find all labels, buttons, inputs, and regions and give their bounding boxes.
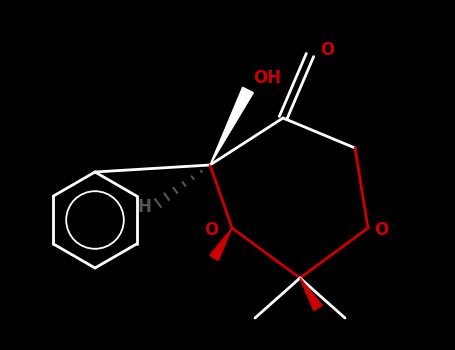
Text: O: O — [204, 221, 218, 239]
Polygon shape — [210, 87, 253, 165]
Text: O: O — [320, 41, 334, 59]
Text: OH: OH — [253, 69, 281, 87]
Text: O: O — [374, 221, 388, 239]
Polygon shape — [210, 228, 232, 260]
Polygon shape — [300, 278, 322, 310]
Text: H: H — [137, 198, 151, 216]
